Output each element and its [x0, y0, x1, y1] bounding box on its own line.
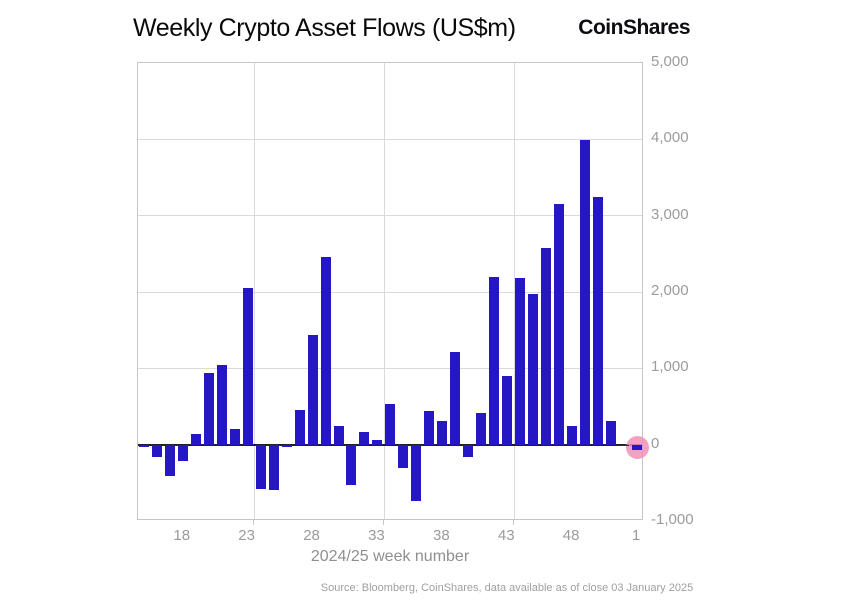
x-tick-label-43: 43 [497, 527, 515, 544]
x-tick-label-33: 33 [368, 527, 385, 544]
y-tick-label-4000: 4,000 [651, 129, 689, 147]
bar-week-27 [294, 410, 305, 445]
h-gridline-3000 [138, 215, 642, 217]
bar-week-24 [255, 444, 266, 489]
x-tick-mark [512, 520, 514, 525]
h-gridline-2000 [138, 291, 642, 293]
bar-week-30 [333, 425, 344, 445]
y-tick-label-5000: 5,000 [651, 53, 689, 70]
bar-week-49 [580, 140, 591, 445]
bar-week-48 [567, 425, 578, 445]
bar-week-23 [242, 288, 253, 445]
bar-week-16 [151, 444, 162, 457]
bar-week-52 [619, 444, 630, 446]
bar-week-50 [593, 197, 604, 445]
coinshares-logo: CoinShares [578, 16, 690, 39]
source-note: Source: Bloomberg, CoinShares, data avai… [320, 582, 694, 594]
bar-week-22 [229, 428, 240, 445]
bar-week-26 [281, 444, 292, 448]
bar-week-19 [190, 433, 201, 445]
bar-week-51 [606, 421, 617, 445]
bar-week-36 [411, 444, 422, 501]
x-tick-label-48: 48 [562, 527, 580, 544]
bar-week-21 [216, 365, 227, 445]
bar-week-38 [437, 420, 448, 445]
bar-week-42 [489, 276, 500, 445]
bar-week-39 [450, 351, 461, 445]
y-tick-label-3000: 3,000 [651, 205, 689, 223]
y-tick-label--1000: -1,000 [651, 511, 694, 528]
bar-week-46 [541, 248, 552, 445]
x-tick-mark [253, 520, 255, 525]
x-tick-label-18: 18 [173, 527, 191, 544]
bar-week-45 [528, 294, 539, 445]
y-tick-label-2000: 2,000 [651, 282, 689, 299]
bar-week-15 [138, 444, 149, 448]
x-tick-mark [382, 520, 384, 525]
y-tick-label-1000: 1,000 [651, 358, 689, 376]
bar-week-32 [359, 431, 370, 445]
x-tick-label-28: 28 [303, 527, 320, 544]
bar-week-44 [515, 278, 526, 445]
v-gridline-week-23.5 [254, 63, 256, 519]
x-tick-label-1: 1 [631, 527, 641, 544]
zero-line [138, 443, 642, 446]
bar-week-47 [554, 204, 565, 445]
bar-week-17 [164, 444, 175, 476]
y-tick-label-0: 0 [651, 434, 660, 452]
bar-week-1 [632, 444, 643, 451]
bar-week-34 [385, 404, 396, 445]
bar-week-29 [320, 257, 331, 445]
bar-week-33 [372, 439, 383, 445]
h-gridline-4000 [138, 138, 642, 140]
bar-week-25 [268, 444, 279, 490]
v-gridline-week-43.5 [513, 63, 515, 519]
bar-week-43 [502, 376, 513, 445]
bar-week-20 [203, 373, 214, 445]
v-gridline-week-33.5 [383, 63, 385, 519]
plot-area [137, 62, 649, 520]
bar-week-28 [307, 334, 318, 445]
bar-week-37 [424, 411, 435, 445]
bar-week-35 [398, 444, 409, 468]
bar-week-40 [463, 444, 474, 458]
chart-title: Weekly Crypto Asset Flows (US$m) [133, 14, 516, 42]
bar-week-31 [346, 444, 357, 485]
x-tick-label-38: 38 [432, 527, 450, 544]
x-axis-title: 2024/25 week number [310, 548, 470, 565]
bar-week-18 [177, 444, 188, 462]
h-gridline-1000 [138, 367, 642, 369]
x-tick-label-23: 23 [238, 527, 255, 544]
bar-week-41 [476, 412, 487, 445]
